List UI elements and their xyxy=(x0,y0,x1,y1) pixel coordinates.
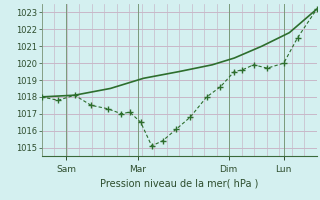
X-axis label: Pression niveau de la mer( hPa ): Pression niveau de la mer( hPa ) xyxy=(100,178,258,188)
